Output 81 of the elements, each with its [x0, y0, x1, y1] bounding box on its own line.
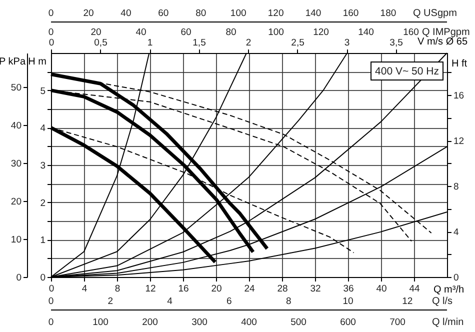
- y2-tick-label: 50: [10, 82, 22, 94]
- text: 120: [268, 8, 284, 19]
- y2-tick-label: 40: [10, 120, 22, 132]
- x-tick-label: 16: [178, 284, 189, 294]
- x-tick-label: 12: [145, 284, 156, 294]
- text: 140: [305, 8, 322, 19]
- x2-tick-label: 3,5: [390, 38, 403, 48]
- text: 180: [380, 8, 396, 19]
- y-tick-label: 1: [40, 235, 46, 246]
- text: 60: [180, 27, 192, 38]
- y3-tick-label: 12: [454, 136, 464, 148]
- x2-tick-label: 0: [48, 38, 54, 48]
- text: Q IMPgpm: [422, 27, 470, 38]
- text: 200: [142, 317, 158, 328]
- y-axis-title: H m: [28, 56, 46, 68]
- x-tick-label: 4: [82, 284, 88, 294]
- text: 0: [48, 8, 54, 19]
- text: 160: [342, 8, 359, 19]
- text: 300: [192, 317, 208, 328]
- text: 2: [108, 296, 114, 307]
- y3-axis-title: H ft: [452, 58, 468, 70]
- x2-tick-label: 2,5: [291, 38, 304, 48]
- text: 6: [226, 296, 232, 307]
- text: Q l/min: [432, 317, 464, 328]
- text: 40: [120, 8, 132, 19]
- x-tick-label: 28: [277, 284, 288, 294]
- x2-axis-title: V m/s Ø 65: [418, 36, 468, 48]
- x-tick-label: 36: [343, 284, 354, 294]
- x-axis-title: Q m³/h: [434, 284, 464, 296]
- x2-tick-label: 1,5: [192, 38, 206, 48]
- x-tick-label: 20: [211, 284, 222, 294]
- annotation: 400 V~ 50 Hz: [375, 66, 439, 78]
- x2-tick-label: 0,5: [94, 38, 108, 48]
- y-tick-label: 2: [40, 198, 46, 209]
- y2-tick-label: 10: [10, 234, 22, 246]
- text: 10: [342, 296, 354, 307]
- x2-tick-label: 1: [147, 38, 153, 48]
- text: 12: [402, 296, 413, 307]
- text: 40: [136, 27, 146, 38]
- x2-tick-label: 2: [246, 38, 252, 48]
- x-tick-label: 24: [244, 284, 255, 294]
- text: 0: [48, 27, 54, 38]
- y-tick-label: 0: [40, 272, 46, 284]
- y-tick-label: 4: [40, 123, 46, 134]
- text: 20: [83, 8, 94, 19]
- text: 120: [313, 27, 329, 38]
- text: 0: [48, 296, 54, 307]
- y-tick-label: 3: [40, 160, 46, 172]
- y2-tick-label: 20: [10, 196, 22, 208]
- text: 600: [340, 317, 356, 328]
- text: 60: [158, 8, 169, 19]
- x-tick-label: 0: [48, 284, 54, 294]
- y3-tick-label: 0: [454, 272, 459, 284]
- x-tick-label: 40: [376, 284, 387, 294]
- text: 0: [48, 317, 54, 328]
- y3-tick-label: 4: [454, 227, 459, 238]
- x-tick-label: 32: [310, 284, 321, 294]
- x-tick-label: 44: [409, 284, 420, 294]
- text: 700: [390, 317, 406, 328]
- text: Q USgpm: [413, 8, 457, 19]
- text: 500: [290, 317, 306, 328]
- text: 4: [167, 296, 172, 307]
- text: 140: [358, 27, 374, 38]
- y2-axis-title: P kPa: [0, 56, 26, 68]
- y2-tick-label: 30: [10, 158, 22, 170]
- y-tick-label: 5: [40, 86, 46, 97]
- x-tick-label: 8: [114, 284, 120, 294]
- text: 100: [92, 317, 108, 328]
- y3-tick-label: 8: [454, 182, 459, 193]
- text: 100: [230, 8, 246, 19]
- text: 400: [241, 317, 257, 328]
- text: 20: [90, 27, 102, 38]
- x2-tick-label: 3: [344, 38, 350, 48]
- y3-tick-label: 16: [454, 90, 464, 102]
- text: 80: [226, 27, 236, 38]
- text: 100: [268, 27, 284, 38]
- text: 80: [196, 8, 206, 19]
- text: 8: [286, 296, 292, 307]
- y2-tick-label: 0: [16, 272, 22, 284]
- text: Q l/s: [432, 296, 453, 307]
- text: 160: [403, 27, 419, 38]
